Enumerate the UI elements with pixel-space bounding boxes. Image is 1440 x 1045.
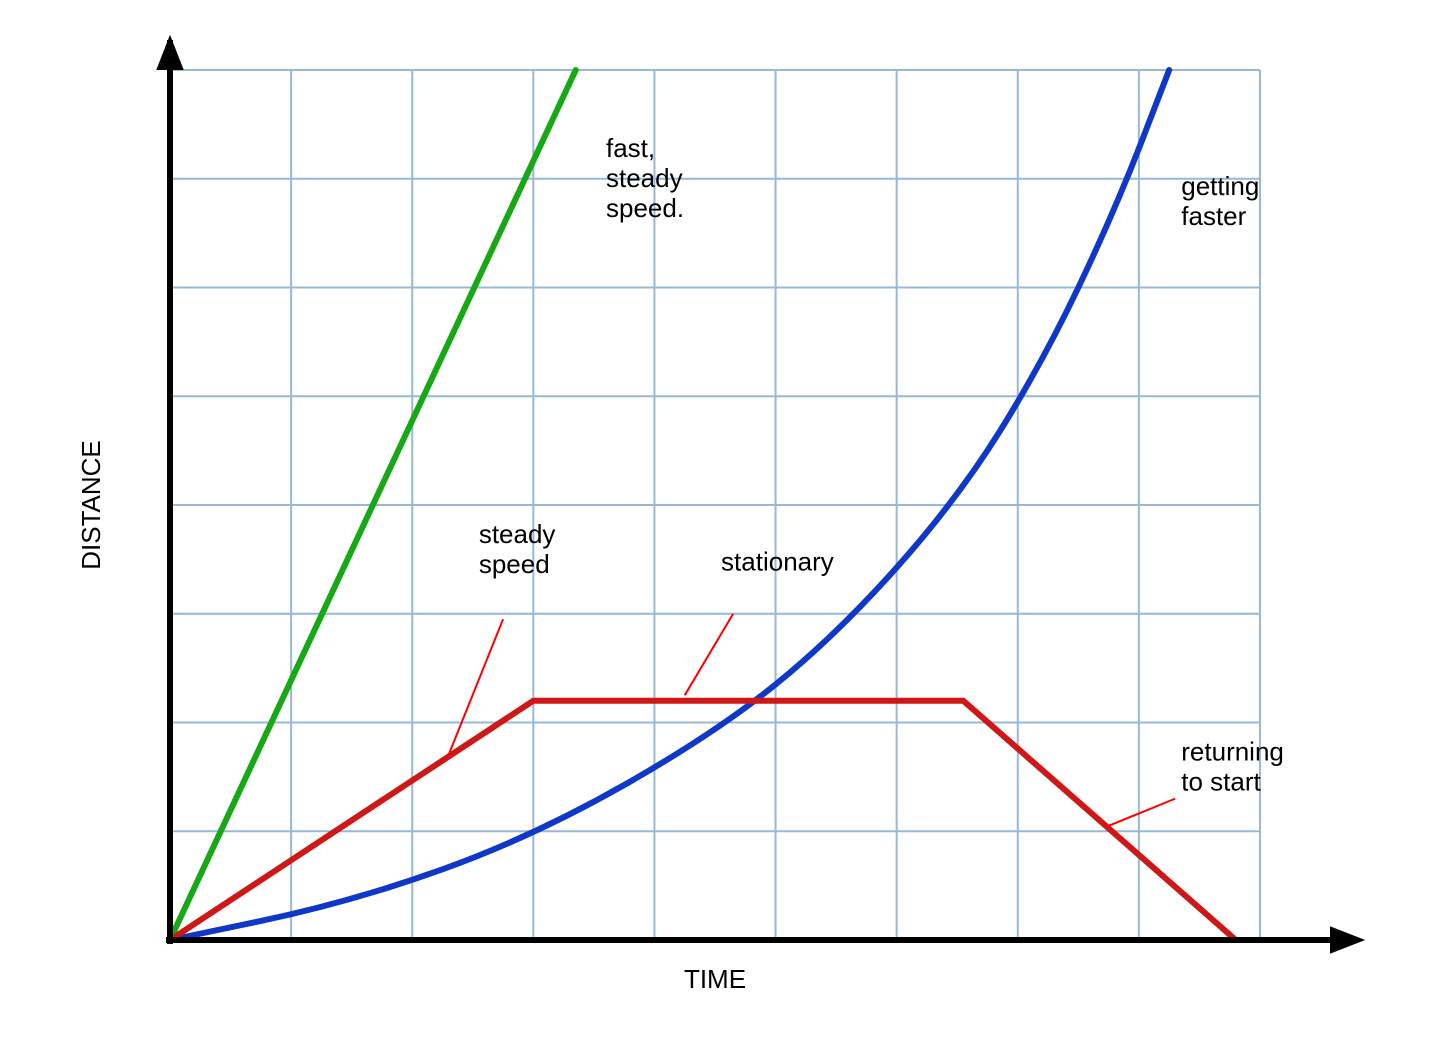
annotation-getting-faster-line-1: faster bbox=[1181, 201, 1246, 231]
annotation-fast-steady-line-1: steady bbox=[606, 163, 683, 193]
annotation-stationary: stationary bbox=[721, 546, 834, 576]
y-axis-label: DISTANCE bbox=[76, 440, 106, 570]
annotation-steady-speed-line-0: steady bbox=[479, 519, 556, 549]
annotation-fast-steady-line-2: speed. bbox=[606, 193, 684, 223]
distance-time-chart: TIMEDISTANCEfast,steadyspeed.gettingfast… bbox=[0, 0, 1440, 1045]
annotation-returning-line-0: returning bbox=[1181, 737, 1284, 767]
x-axis-label: TIME bbox=[684, 964, 746, 994]
annotation-steady-speed: steadyspeed bbox=[479, 519, 556, 579]
annotation-getting-faster-line-0: getting bbox=[1181, 171, 1259, 201]
annotation-returning-line-1: to start bbox=[1181, 766, 1261, 796]
annotation-fast-steady-line-0: fast, bbox=[606, 133, 655, 163]
annotation-steady-speed-line-1: speed bbox=[479, 549, 550, 579]
chart-svg: TIMEDISTANCEfast,steadyspeed.gettingfast… bbox=[0, 0, 1440, 1045]
annotation-stationary-line-0: stationary bbox=[721, 546, 834, 576]
